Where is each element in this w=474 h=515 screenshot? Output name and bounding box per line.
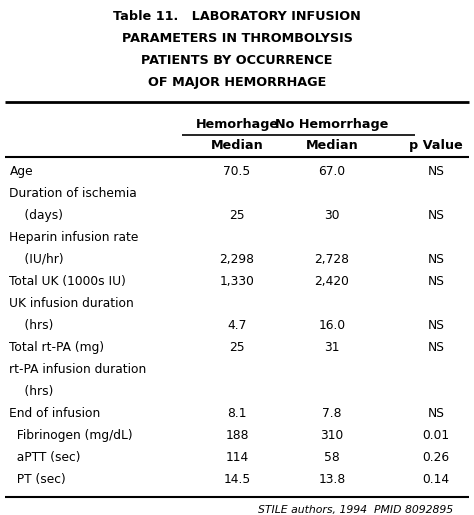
Text: Heparin infusion rate: Heparin infusion rate [9,231,139,244]
Text: NS: NS [428,341,445,354]
Text: Table 11.   LABORATORY INFUSION: Table 11. LABORATORY INFUSION [113,10,361,23]
Text: Age: Age [9,165,33,178]
Text: 13.8: 13.8 [318,473,346,486]
Text: NS: NS [428,253,445,266]
Text: 25: 25 [229,341,245,354]
Text: 25: 25 [229,209,245,222]
Text: (days): (days) [9,209,64,222]
Text: 2,728: 2,728 [314,253,349,266]
Text: aPTT (sec): aPTT (sec) [9,451,81,464]
Text: 67.0: 67.0 [318,165,346,178]
Text: End of infusion: End of infusion [9,407,101,420]
Text: 0.01: 0.01 [422,429,450,442]
Text: (hrs): (hrs) [9,319,54,332]
Text: No Hemorrhage: No Hemorrhage [275,118,389,131]
Text: PATIENTS BY OCCURRENCE: PATIENTS BY OCCURRENCE [141,54,333,67]
Text: Total rt-PA (mg): Total rt-PA (mg) [9,341,105,354]
Text: UK infusion duration: UK infusion duration [9,297,134,310]
Text: rt-PA infusion duration: rt-PA infusion duration [9,363,147,376]
Text: 310: 310 [320,429,344,442]
Text: 16.0: 16.0 [318,319,346,332]
Text: Median: Median [305,139,358,152]
Text: NS: NS [428,319,445,332]
Text: 14.5: 14.5 [223,473,251,486]
Text: NS: NS [428,275,445,288]
Text: Total UK (1000s IU): Total UK (1000s IU) [9,275,127,288]
Text: 0.14: 0.14 [422,473,450,486]
Text: PT (sec): PT (sec) [9,473,66,486]
Text: STILE authors, 1994  PMID 8092895: STILE authors, 1994 PMID 8092895 [258,505,453,515]
Text: Duration of ischemia: Duration of ischemia [9,187,137,200]
Text: 4.7: 4.7 [228,319,246,332]
Text: 0.26: 0.26 [422,451,450,464]
Text: 31: 31 [324,341,339,354]
Text: (hrs): (hrs) [9,385,54,398]
Text: 2,298: 2,298 [219,253,255,266]
Text: 2,420: 2,420 [314,275,349,288]
Text: NS: NS [428,407,445,420]
Text: Median: Median [210,139,264,152]
Text: OF MAJOR HEMORRHAGE: OF MAJOR HEMORRHAGE [148,76,326,89]
Text: 114: 114 [225,451,249,464]
Text: 30: 30 [324,209,339,222]
Text: 188: 188 [225,429,249,442]
Text: 7.8: 7.8 [322,407,342,420]
Text: PARAMETERS IN THROMBOLYSIS: PARAMETERS IN THROMBOLYSIS [121,32,353,45]
Text: Hemorhage: Hemorhage [195,118,279,131]
Text: (IU/hr): (IU/hr) [9,253,64,266]
Text: NS: NS [428,209,445,222]
Text: 58: 58 [324,451,340,464]
Text: 70.5: 70.5 [223,165,251,178]
Text: Fibrinogen (mg/dL): Fibrinogen (mg/dL) [9,429,133,442]
Text: 1,330: 1,330 [219,275,255,288]
Text: 8.1: 8.1 [227,407,247,420]
Text: p Value: p Value [409,139,463,152]
Text: NS: NS [428,165,445,178]
